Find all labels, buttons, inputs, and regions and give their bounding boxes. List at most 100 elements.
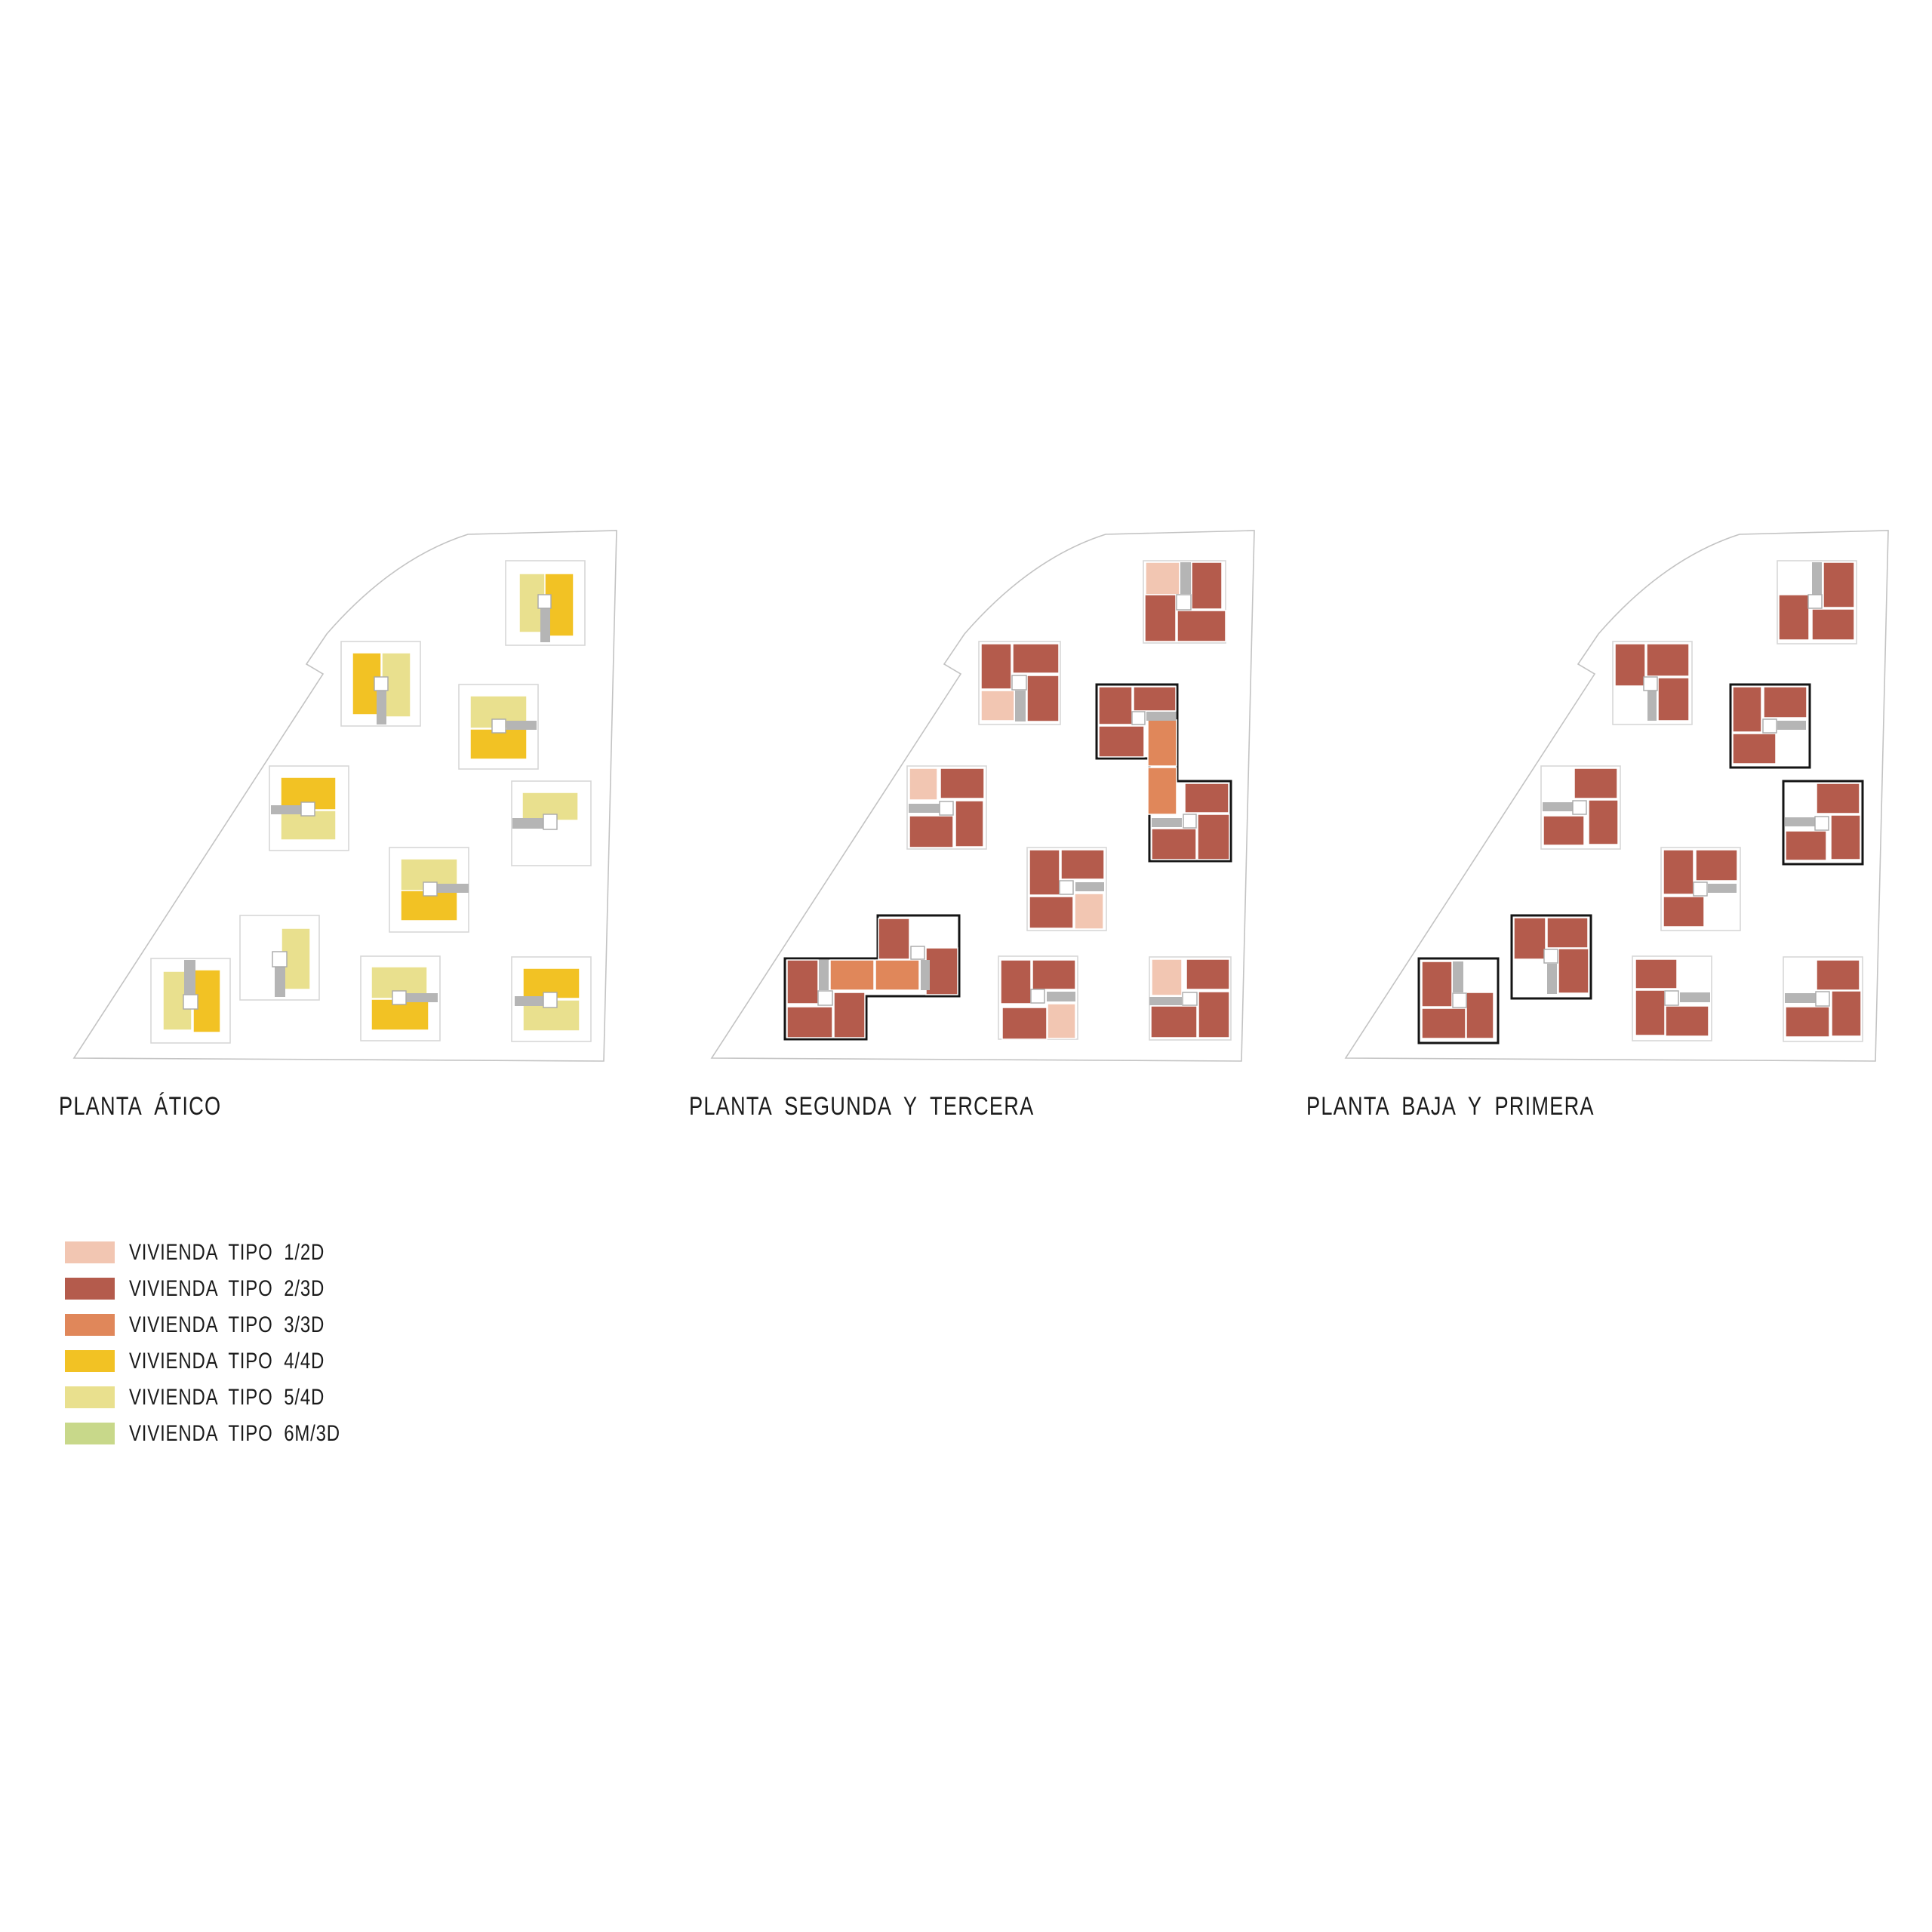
circulation-core-bar [1547,964,1557,994]
stair-core [392,990,407,1005]
circulation-core-bar [540,608,550,642]
dwelling-unit-t2 [1816,783,1860,814]
legend-item: VIVIENDA TIPO 4/4D [65,1349,393,1374]
stair-core [1762,718,1777,734]
stair-core [1807,594,1823,609]
dwelling-unit-t2 [1816,959,1860,991]
circulation-core-bar [921,960,930,990]
circulation-core-bar [1149,997,1182,1005]
stair-core [1176,594,1192,611]
stair-core [272,951,288,968]
dwelling-unit-t2 [1663,896,1705,928]
legend-label: VIVIENDA TIPO 1/2D [129,1239,325,1265]
dwelling-unit-t2 [1098,725,1145,758]
legend-label: VIVIENDA TIPO 2/3D [129,1275,325,1301]
circulation-core-bar [1647,691,1657,721]
dwelling-unit-t2 [786,959,819,1004]
dwelling-unit-t2 [1001,1007,1048,1040]
dwelling-unit-t3 [875,959,920,991]
dwelling-unit-t2 [1778,594,1810,641]
stair-core [1011,675,1027,691]
dwelling-unit-t2 [1574,768,1618,799]
circulation-core-bar [1777,721,1806,730]
dwelling-unit-t1 [980,690,1015,721]
circulation-core-bar [819,960,829,990]
circulation-core-bar [1785,993,1816,1003]
circulation-core-bar [275,967,285,997]
dwelling-unit-t2 [1546,917,1589,949]
dwelling-unit-t2 [1763,686,1807,718]
stair-core [1693,881,1708,897]
circulation-core-bar [1152,818,1182,827]
circulation-core-bar [1453,961,1463,992]
plan-svg-planta-segunda-y-tercera [710,530,1255,1062]
dwelling-unit-t2 [1421,1008,1466,1039]
stair-core [537,594,552,609]
circulation-core-bar [909,804,940,813]
dwelling-unit-t3 [829,959,875,991]
circulation-core-bar [406,993,438,1002]
legend-label: VIVIENDA TIPO 6M/3D [129,1420,340,1446]
dwelling-unit-t2 [1150,1005,1198,1038]
legend-swatch-t1 [65,1241,115,1263]
plan-title-baja-primera: PLANTA BAJA Y PRIMERA [1306,1092,1595,1121]
dwelling-unit-t2 [1823,561,1855,608]
stair-core [1814,816,1829,831]
dwelling-unit-t2 [1614,643,1646,687]
legend-item: VIVIENDA TIPO 2/3D [65,1275,393,1301]
dwelling-unit-t2 [909,815,954,848]
plan-planta-segunda-y-tercera [683,525,1264,1068]
plan-title-atico: PLANTA ÁTICO [59,1092,222,1121]
circulation-core-bar [271,805,303,814]
dwelling-unit-t2 [1785,830,1827,861]
dwelling-unit-t1 [1151,958,1183,996]
dwelling-unit-t2 [1558,948,1589,994]
stair-core [1664,990,1679,1006]
plan-planta-atico [45,525,626,1068]
circulation-core-bar [515,996,545,1006]
dwelling-unit-t3 [1147,767,1177,815]
dwelling-unit-t2 [1098,686,1133,725]
dwelling-unit-t2 [1543,815,1585,846]
stair-core [1543,949,1558,964]
dwelling-unit-t2 [1588,799,1619,845]
dwelling-unit-t2 [1133,686,1177,712]
dwelling-unit-t2 [980,643,1012,690]
dwelling-unit-t1 [909,768,938,801]
plan-title-segunda-tercera: PLANTA SEGUNDA Y TERCERA [689,1092,1035,1121]
circulation-core-bar [1015,691,1026,721]
dwelling-unit-t1 [1047,1003,1076,1039]
legend-swatch-t2 [65,1278,115,1300]
dwelling-unit-t2 [1811,608,1855,641]
dwelling-unit-t2 [1060,849,1105,880]
dwelling-unit-t2 [1421,961,1453,1008]
dwelling-unit-t2 [1186,958,1230,990]
dwelling-unit-t2 [1198,991,1230,1038]
dwelling-unit-t2 [1831,990,1862,1037]
legend-swatch-t4 [65,1350,115,1372]
stair-core [183,994,198,1010]
dwelling-unit-t2 [1177,610,1226,642]
stair-core [543,814,558,830]
dwelling-unit-t2 [833,992,866,1038]
dwelling-unit-t2 [1785,1006,1830,1038]
dwelling-unit-t2 [940,768,985,799]
dwelling-unit-t2 [925,947,958,995]
dwelling-unit-t2 [1665,1005,1709,1037]
stair-core [817,990,833,1006]
plan-svg-planta-atico [72,530,617,1062]
legend-swatch-t5 [65,1386,115,1408]
circulation-core-bar [437,884,469,893]
dwelling-unit-t2 [1032,959,1076,990]
stair-core [300,801,315,817]
dwelling-unit-t2 [1197,814,1230,860]
stair-core [910,946,925,960]
dwelling-unit-t2 [1151,828,1197,860]
legend-item: VIVIENDA TIPO 3/3D [65,1312,393,1337]
dwelling-unit-t2 [1000,959,1032,1004]
circulation-core-bar [1680,992,1710,1002]
circulation-core-bar [1543,802,1573,811]
dwelling-unit-t3 [1147,719,1177,767]
dwelling-unit-t2 [1029,849,1060,896]
dwelling-unit-t2 [1657,677,1690,721]
